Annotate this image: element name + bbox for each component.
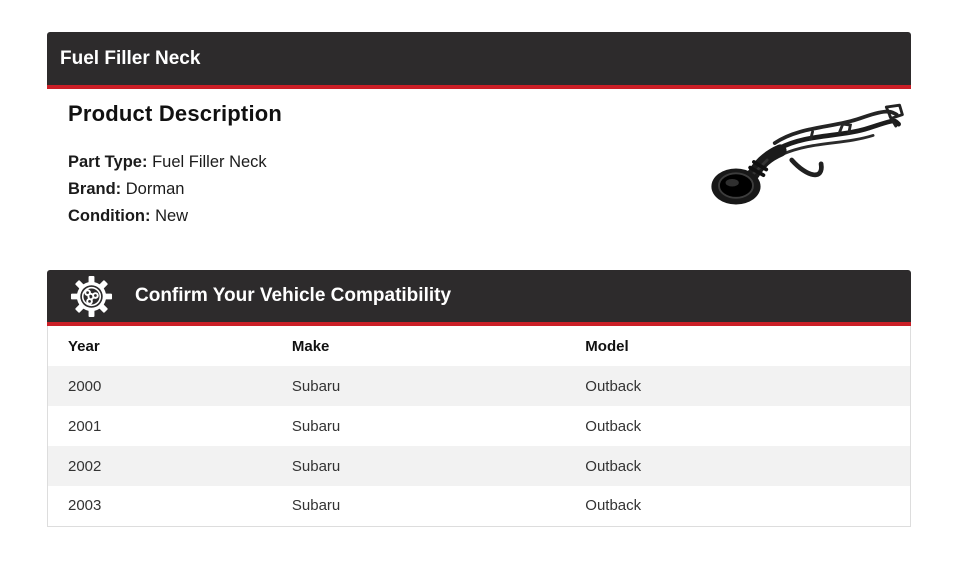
detail-label: Brand: — [68, 180, 122, 198]
product-title: Fuel Filler Neck — [60, 47, 201, 69]
product-title-bar: Fuel Filler Neck — [47, 32, 911, 89]
fuel-filler-neck-photo — [701, 95, 909, 209]
product-details: Part Type: Fuel Filler Neck Brand: Dorma… — [68, 149, 911, 230]
cell-year: 2001 — [68, 417, 102, 435]
cell-make: Subaru — [291, 377, 341, 395]
detail-value: Dorman — [125, 180, 185, 198]
detail-label: Condition: — [68, 207, 151, 225]
cell-model: Outback — [585, 497, 642, 515]
detail-row-condition: Condition: New — [68, 203, 911, 230]
compatibility-title: Confirm Your Vehicle Compatibility — [135, 285, 452, 306]
column-header-year: Year — [47, 326, 272, 366]
cell-model: Outback — [585, 417, 642, 435]
cell-make: Subaru — [291, 417, 341, 435]
gear-icon — [70, 275, 113, 318]
cell-model: Outback — [585, 377, 642, 395]
cell-make: Subaru — [291, 457, 341, 475]
table-row: 2001 Subaru Outback — [47, 406, 911, 446]
table-row: 2002 Subaru Outback — [47, 446, 911, 486]
cell-year: 2000 — [68, 377, 102, 395]
section-heading: Product Description — [68, 101, 283, 126]
cell-year: 2003 — [68, 497, 102, 515]
detail-row-brand: Brand: Dorman — [68, 176, 911, 203]
column-header-make: Make — [271, 326, 566, 366]
compatibility-header-bar: Confirm Your Vehicle Compatibility — [47, 270, 911, 326]
column-header-model: Model — [565, 326, 911, 366]
cell-model: Outback — [585, 457, 642, 475]
detail-value: Fuel Filler Neck — [152, 153, 267, 171]
detail-value: New — [155, 207, 189, 225]
detail-row-part-type: Part Type: Fuel Filler Neck — [68, 149, 911, 176]
cell-year: 2002 — [68, 457, 102, 475]
cell-make: Subaru — [291, 497, 341, 515]
product-description-section: Product Description Part Type: Fuel Fill… — [47, 89, 911, 270]
page-container: Fuel Filler Neck Product Description Par… — [47, 32, 911, 527]
table-row: 2000 Subaru Outback — [47, 366, 911, 406]
table-header-row: Year Make Model — [47, 326, 911, 366]
compatibility-table: Year Make Model 2000 Subaru Outback 2001… — [47, 326, 911, 527]
table-row: 2003 Subaru Outback — [47, 486, 911, 526]
detail-label: Part Type: — [68, 153, 148, 171]
